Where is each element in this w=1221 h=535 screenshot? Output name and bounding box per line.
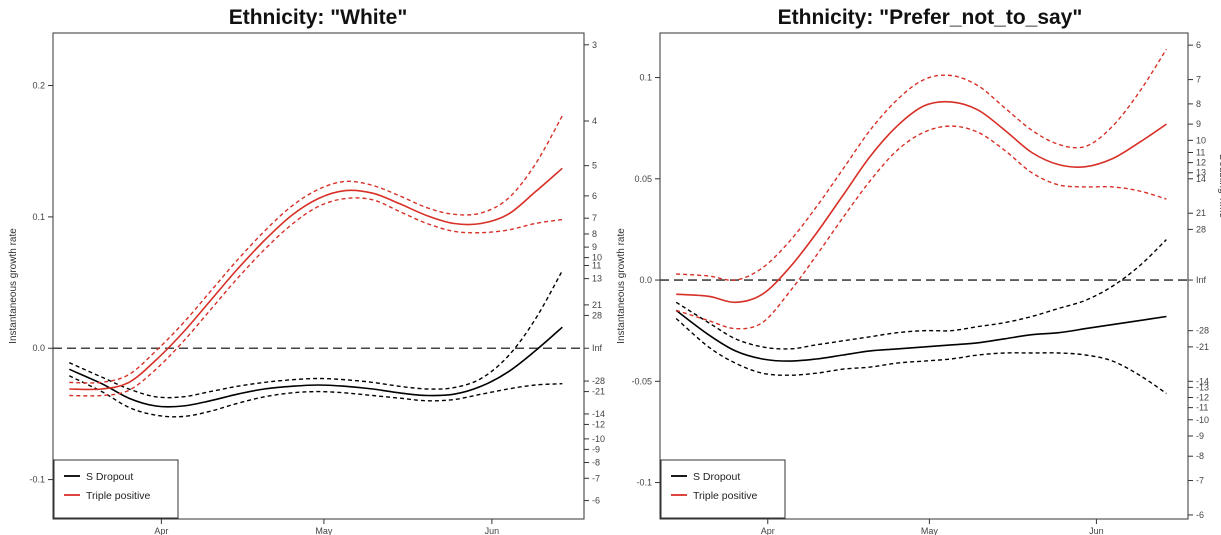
right-tick-label: 3 bbox=[592, 40, 597, 50]
chart-title: Ethnicity: "White" bbox=[229, 6, 408, 29]
y-tick-label: 0.1 bbox=[639, 73, 652, 83]
series-triple-positive-lower-ci bbox=[69, 197, 563, 397]
legend-box bbox=[53, 459, 179, 519]
legend-label: Triple positive bbox=[86, 490, 151, 502]
right-tick-label: 14 bbox=[1196, 174, 1206, 184]
legend: S Dropout Triple positive bbox=[53, 459, 179, 519]
y-tick-label: -0.1 bbox=[29, 475, 45, 485]
series-s-dropout-lower-ci bbox=[675, 317, 1167, 395]
right-tick-label: -12 bbox=[1196, 393, 1209, 403]
series-triple-positive-lower-ci bbox=[675, 125, 1167, 330]
right-tick-label: 10 bbox=[592, 253, 602, 263]
series-s-dropout-lower-ci bbox=[68, 375, 563, 418]
right-tick-label: -9 bbox=[592, 444, 600, 454]
right-tick-label: 13 bbox=[592, 274, 602, 284]
right-tick-label: 8 bbox=[1196, 99, 1201, 109]
y-tick-label: -0.05 bbox=[631, 376, 652, 386]
right-tick-label: 8 bbox=[592, 229, 597, 239]
series-s-dropout-line bbox=[675, 309, 1167, 362]
y-tick-label: -0.1 bbox=[636, 478, 652, 488]
right-tick-label: 11 bbox=[592, 260, 601, 270]
legend-label: S Dropout bbox=[86, 471, 133, 483]
chart-prefer-not-to-say: Ethnicity: "Prefer_not_to_say" -0.1 -0.05 0… bbox=[616, 6, 1221, 535]
legend-box bbox=[660, 459, 786, 519]
right-tick-label: -8 bbox=[1196, 451, 1204, 461]
right-tick-label: Inf bbox=[1196, 275, 1207, 285]
chart-panel-prefer-not-to-say: Ethnicity: "Prefer_not_to_say" -0.1 -0.05 0… bbox=[610, 0, 1221, 535]
right-tick-label: -14 bbox=[592, 409, 605, 419]
right-tick-label: -10 bbox=[1196, 415, 1209, 425]
x-tick-label: May bbox=[921, 526, 939, 535]
right-tick-label: 7 bbox=[1196, 75, 1201, 85]
series-s-dropout-upper-ci bbox=[675, 239, 1167, 350]
right-tick-label: -11 bbox=[1196, 403, 1208, 413]
right-tick-label: 4 bbox=[592, 116, 597, 126]
right-tick-label: 9 bbox=[1196, 119, 1201, 129]
chart-panel-white: Ethnicity: "White" -0.1 0.0 0.1 0.2 3 4 5 6 7 8 9 10… bbox=[0, 0, 610, 535]
right-tick-label: -21 bbox=[1196, 342, 1209, 352]
x-tick-label: Jun bbox=[485, 526, 500, 535]
right-tick-label: -28 bbox=[1196, 326, 1209, 336]
right-tick-label: 10 bbox=[1196, 135, 1206, 145]
plot-frame bbox=[659, 32, 1189, 520]
series-triple-positive-upper-ci bbox=[69, 115, 563, 384]
right-tick-label: -10 bbox=[592, 434, 605, 444]
right-tick-label: 21 bbox=[592, 300, 602, 310]
x-tick-label: Apr bbox=[154, 526, 168, 535]
right-tick-label: -9 bbox=[1196, 431, 1204, 441]
right-tick-label: 5 bbox=[592, 161, 597, 171]
y-tick-label: 0.2 bbox=[32, 81, 45, 91]
y-axis-label: Instantaneous growth rate bbox=[616, 228, 627, 344]
right-tick-label: -13 bbox=[1196, 382, 1209, 392]
right-tick-label: -6 bbox=[592, 496, 600, 506]
chart-white: Ethnicity: "White" -0.1 0.0 0.1 0.2 3 4 5 6 7 8 910… bbox=[8, 6, 605, 535]
right-tick-label: -7 bbox=[592, 473, 600, 483]
right-tick-label: -7 bbox=[1196, 476, 1204, 486]
right-tick-label: Inf bbox=[592, 343, 603, 353]
right-axis-label: Doubling Time bbox=[1217, 154, 1221, 218]
series-triple-positive-line bbox=[69, 167, 563, 391]
series-triple-positive-upper-ci bbox=[676, 48, 1167, 282]
x-tick-label: Jun bbox=[1089, 526, 1104, 535]
legend-label: S Dropout bbox=[693, 471, 740, 483]
right-tick-label: -8 bbox=[592, 458, 600, 468]
y-tick-label: 0.0 bbox=[639, 275, 652, 285]
legend-label: Triple positive bbox=[693, 490, 758, 502]
right-tick-label: -14 bbox=[1196, 376, 1209, 386]
series-s-dropout-line bbox=[68, 326, 563, 408]
right-tick-label: 6 bbox=[592, 191, 597, 201]
legend: S Dropout Triple positive bbox=[660, 459, 786, 519]
y-axis-label: Instantaneous growth rate bbox=[8, 228, 19, 344]
right-tick-label: 13 bbox=[1196, 168, 1206, 178]
series-triple-positive-line bbox=[676, 100, 1167, 304]
series-s-dropout-upper-ci bbox=[69, 270, 563, 399]
right-tick-label: -28 bbox=[592, 376, 605, 386]
right-tick-label: 11 bbox=[1196, 147, 1205, 157]
x-tick-label: Apr bbox=[761, 526, 775, 535]
right-tick-label: 7 bbox=[592, 213, 597, 223]
y-tick-label: 0.0 bbox=[32, 343, 45, 353]
right-tick-label: -21 bbox=[592, 387, 605, 397]
plot-frame bbox=[52, 32, 585, 520]
y-tick-label: 0.05 bbox=[634, 174, 652, 184]
right-tick-label: -6 bbox=[1196, 510, 1204, 520]
x-tick-label: May bbox=[315, 526, 333, 535]
right-tick-label: 21 bbox=[1196, 208, 1206, 218]
right-tick-label: 6 bbox=[1196, 40, 1201, 50]
right-tick-label: 12 bbox=[1196, 158, 1206, 168]
chart-title: Ethnicity: "Prefer_not_to_say" bbox=[778, 6, 1083, 29]
right-tick-label: 28 bbox=[1196, 224, 1206, 234]
y-tick-label: 0.1 bbox=[32, 212, 45, 222]
right-tick-label: 28 bbox=[592, 310, 602, 320]
right-tick-label: 9 bbox=[592, 242, 597, 252]
right-tick-label: -12 bbox=[592, 419, 605, 429]
